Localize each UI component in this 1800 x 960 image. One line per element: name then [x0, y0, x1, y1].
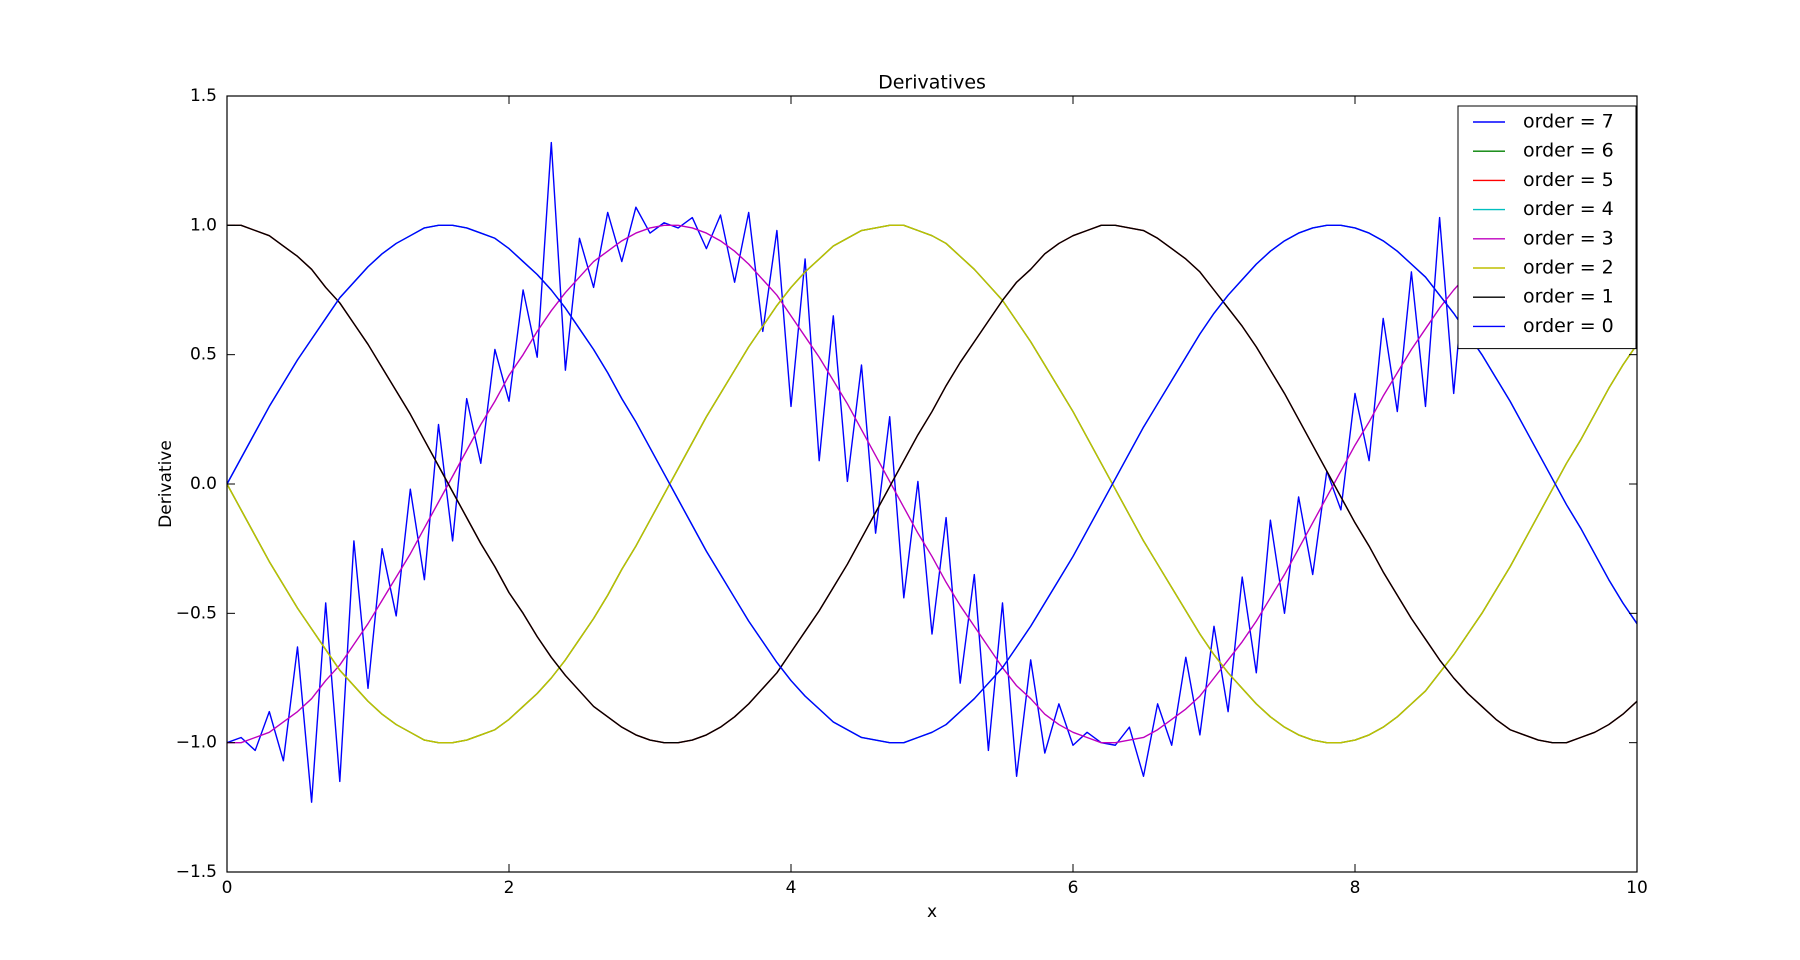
x-tick-label: 4	[786, 878, 797, 898]
y-tick-label: 1.0	[190, 215, 217, 235]
legend-label: order = 5	[1523, 169, 1614, 191]
series-line	[227, 141, 1637, 803]
plot-frame	[226, 95, 1638, 873]
x-tick-label: 10	[1626, 878, 1648, 898]
x-tick-label: 8	[1350, 878, 1361, 898]
series-line	[227, 224, 1637, 744]
y-tick-label: 0.5	[190, 345, 217, 365]
y-tick-label: −0.5	[176, 603, 217, 623]
legend-label: order = 7	[1523, 111, 1614, 133]
legend-label: order = 0	[1523, 315, 1614, 337]
series-line	[227, 224, 1637, 744]
lines	[227, 141, 1637, 803]
x-tick-label: 2	[504, 878, 515, 898]
legend-label: order = 6	[1523, 140, 1614, 162]
y-tick-label: −1.0	[176, 733, 217, 753]
series-line	[227, 224, 1637, 744]
series-line	[227, 224, 1637, 744]
y-axis-label: Derivative	[156, 440, 176, 528]
x-axis-label: x	[927, 902, 937, 922]
chart-title: Derivatives	[878, 72, 986, 94]
x-tick-label: 0	[222, 878, 233, 898]
series-line	[227, 224, 1637, 744]
legend-label: order = 4	[1523, 198, 1614, 220]
legend-label: order = 3	[1523, 227, 1614, 249]
legend-label: order = 1	[1523, 286, 1614, 308]
series-line	[227, 224, 1637, 744]
y-tick-label: 0.0	[190, 474, 217, 494]
y-tick-label: −1.5	[176, 862, 217, 882]
x-tick-label: 6	[1068, 878, 1079, 898]
legend: order = 7 order = 6 order = 5 order = 4 orde…	[1457, 105, 1637, 350]
y-tick-label: 1.5	[190, 86, 217, 106]
legend-box	[1457, 105, 1637, 350]
series-line	[227, 224, 1637, 744]
legend-label: order = 2	[1523, 257, 1614, 279]
